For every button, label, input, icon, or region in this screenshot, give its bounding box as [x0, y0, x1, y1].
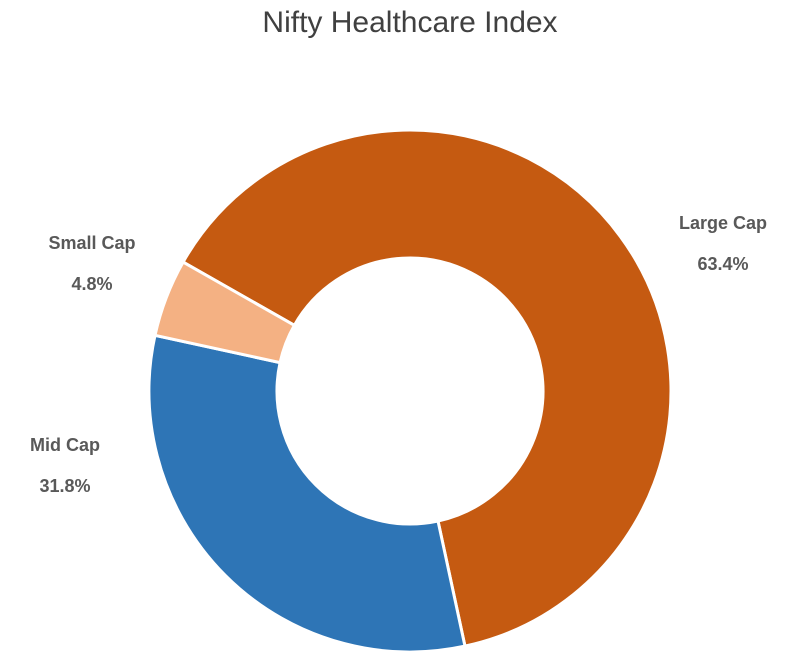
donut-slice	[153, 260, 297, 365]
donut-slice	[181, 128, 673, 648]
slice-value-label: 4.8%	[71, 274, 112, 294]
slice-label: Large Cap	[679, 213, 767, 233]
chart-title: Nifty Healthcare Index	[262, 6, 557, 39]
slice-label: Small Cap	[48, 233, 135, 253]
donut-slice	[147, 333, 467, 654]
slice-label: Mid Cap	[30, 435, 100, 455]
slice-value-label: 63.4%	[697, 254, 748, 274]
slice-value-label: 31.8%	[39, 476, 90, 496]
